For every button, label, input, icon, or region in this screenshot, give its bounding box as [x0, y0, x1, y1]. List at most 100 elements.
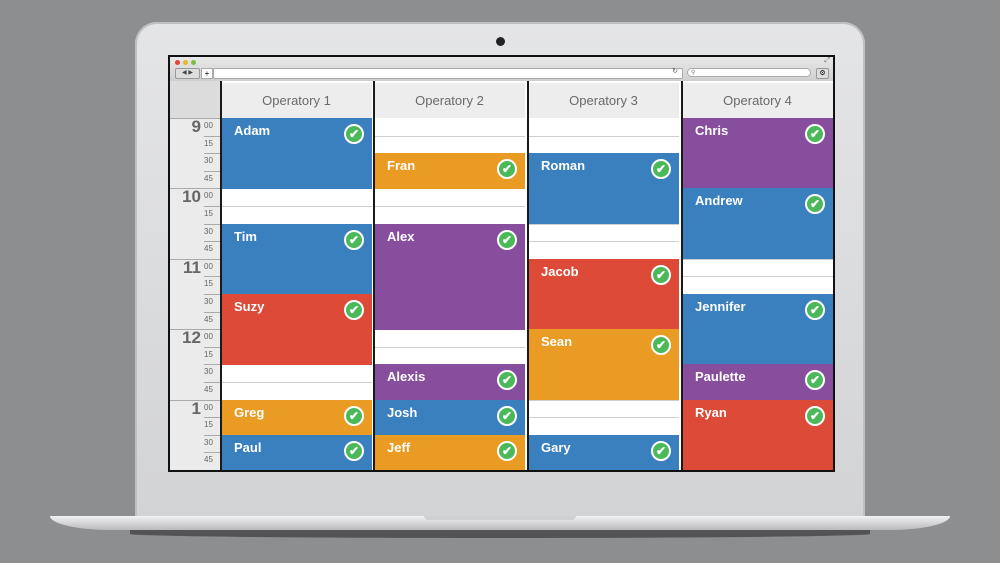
- minimize-window-button[interactable]: [183, 60, 188, 65]
- appointment-suzy[interactable]: Suzy ✔: [221, 294, 372, 365]
- time-slot[interactable]: [682, 276, 833, 278]
- gear-icon[interactable]: ⚙: [816, 68, 829, 79]
- minute-divider: [204, 434, 221, 436]
- time-slot[interactable]: [528, 399, 679, 401]
- minute-divider: [204, 294, 221, 295]
- time-slot[interactable]: [221, 206, 372, 207]
- patient-name: Adam: [234, 123, 271, 138]
- hour-label: 12: [182, 328, 201, 348]
- check-icon[interactable]: ✔: [497, 159, 517, 180]
- check-icon[interactable]: ✔: [344, 124, 364, 144]
- patient-name: Alex: [387, 228, 415, 244]
- patient-name: Ryan: [695, 404, 727, 420]
- time-slot[interactable]: [528, 135, 679, 137]
- patient-name: Jacob: [541, 263, 579, 279]
- minute-label: 45: [204, 244, 213, 254]
- time-slot[interactable]: [221, 364, 372, 366]
- patient-name: Tim: [234, 228, 257, 244]
- minute-label: 30: [204, 156, 213, 166]
- back-forward-buttons[interactable]: ◀ ▶: [175, 68, 200, 79]
- minute-divider: [204, 452, 221, 454]
- reload-icon[interactable]: ↻: [672, 68, 678, 75]
- check-icon[interactable]: ✔: [805, 194, 825, 215]
- time-slot[interactable]: [374, 188, 525, 190]
- check-icon[interactable]: ✔: [651, 335, 671, 356]
- patient-name: Greg: [234, 404, 265, 420]
- check-icon[interactable]: ✔: [344, 229, 364, 250]
- check-icon[interactable]: ✔: [344, 300, 364, 320]
- url-bar[interactable]: ↻: [213, 68, 683, 79]
- column-header[interactable]: Operatory 4: [682, 83, 833, 118]
- column-header[interactable]: Operatory 1: [221, 83, 372, 118]
- zoom-window-button[interactable]: [191, 60, 196, 65]
- patient-name: Paul: [234, 439, 262, 455]
- time-slot[interactable]: [528, 223, 679, 225]
- check-icon[interactable]: ✔: [651, 159, 671, 180]
- check-icon[interactable]: ✔: [497, 229, 517, 250]
- minute-label: 00: [204, 261, 213, 271]
- schedule-calendar: 9 00 15 30 45 10 00 15 30 45 11 00 15 30 45 12 00 15 30 45 1…: [170, 81, 833, 471]
- check-icon[interactable]: ✔: [805, 405, 825, 426]
- patient-name: Suzy: [234, 299, 265, 314]
- check-icon[interactable]: ✔: [344, 440, 364, 461]
- appointment-jeff[interactable]: Jeff ✔: [374, 434, 525, 471]
- check-icon[interactable]: ✔: [344, 405, 364, 426]
- appointment-josh[interactable]: Josh ✔: [374, 399, 525, 436]
- appointment-adam[interactable]: Adam ✔: [221, 118, 372, 189]
- appointment-greg[interactable]: Greg ✔: [221, 399, 372, 436]
- minute-divider: [204, 311, 221, 313]
- minute-divider: [204, 364, 221, 366]
- column-header[interactable]: Operatory 3: [528, 83, 679, 118]
- minute-label: 45: [204, 173, 213, 183]
- appointment-roman[interactable]: Roman ✔: [528, 153, 679, 225]
- appointment-alex[interactable]: Alex ✔: [374, 223, 525, 330]
- minute-divider: [204, 135, 221, 137]
- appointment-chris[interactable]: Chris ✔: [682, 118, 833, 189]
- time-slot[interactable]: [374, 346, 525, 348]
- check-icon[interactable]: ✔: [805, 370, 825, 391]
- appointment-ryan[interactable]: Ryan ✔: [682, 399, 833, 471]
- time-column: 9 00 15 30 45 10 00 15 30 45 11 00 15 30 45 12 00 15 30 45 1…: [170, 117, 221, 470]
- check-icon[interactable]: ✔: [805, 300, 825, 320]
- minute-label: 00: [204, 191, 213, 201]
- close-window-button[interactable]: [175, 60, 180, 65]
- column-header[interactable]: Operatory 2: [374, 83, 525, 118]
- patient-name: Fran: [387, 158, 416, 174]
- time-slot[interactable]: [221, 188, 372, 190]
- time-slot[interactable]: [374, 329, 525, 331]
- time-slot[interactable]: [682, 258, 833, 260]
- appointment-gary[interactable]: Gary ✔: [528, 434, 679, 471]
- time-slot[interactable]: [528, 417, 679, 419]
- appointment-jennifer[interactable]: Jennifer ✔: [682, 294, 833, 365]
- check-icon[interactable]: ✔: [805, 124, 825, 144]
- appointment-sean[interactable]: Sean ✔: [528, 329, 679, 401]
- search-field[interactable]: ⚲: [687, 68, 811, 77]
- appointment-andrew[interactable]: Andrew ✔: [682, 188, 833, 260]
- forward-icon[interactable]: ▶: [188, 70, 193, 76]
- time-slot[interactable]: [374, 135, 525, 137]
- check-icon[interactable]: ✔: [497, 440, 517, 461]
- appointment-jacob[interactable]: Jacob ✔: [528, 258, 679, 330]
- check-icon[interactable]: ✔: [651, 264, 671, 285]
- check-icon[interactable]: ✔: [497, 405, 517, 426]
- patient-name: Andrew: [695, 193, 743, 209]
- time-slot[interactable]: [221, 382, 372, 383]
- minute-label: 45: [204, 314, 213, 324]
- header-corner: [170, 81, 221, 118]
- back-icon[interactable]: ◀: [182, 70, 187, 76]
- patient-name: Paulette: [695, 369, 746, 385]
- appointment-paulette[interactable]: Paulette ✔: [682, 364, 833, 401]
- check-icon[interactable]: ✔: [497, 370, 517, 391]
- time-slot[interactable]: [374, 206, 525, 207]
- minute-divider: [204, 153, 221, 155]
- appointment-alexis[interactable]: Alexis ✔: [374, 364, 525, 401]
- new-tab-button[interactable]: +: [201, 68, 213, 79]
- time-slot[interactable]: [528, 241, 679, 243]
- appointment-paul[interactable]: Paul ✔: [221, 434, 372, 471]
- check-icon[interactable]: ✔: [651, 440, 671, 461]
- appointment-fran[interactable]: Fran ✔: [374, 153, 525, 189]
- appointment-tim[interactable]: Tim ✔: [221, 223, 372, 295]
- minute-label: 30: [204, 226, 213, 236]
- laptop-notch: [424, 516, 576, 520]
- fullscreen-icon[interactable]: ⤢: [824, 57, 830, 64]
